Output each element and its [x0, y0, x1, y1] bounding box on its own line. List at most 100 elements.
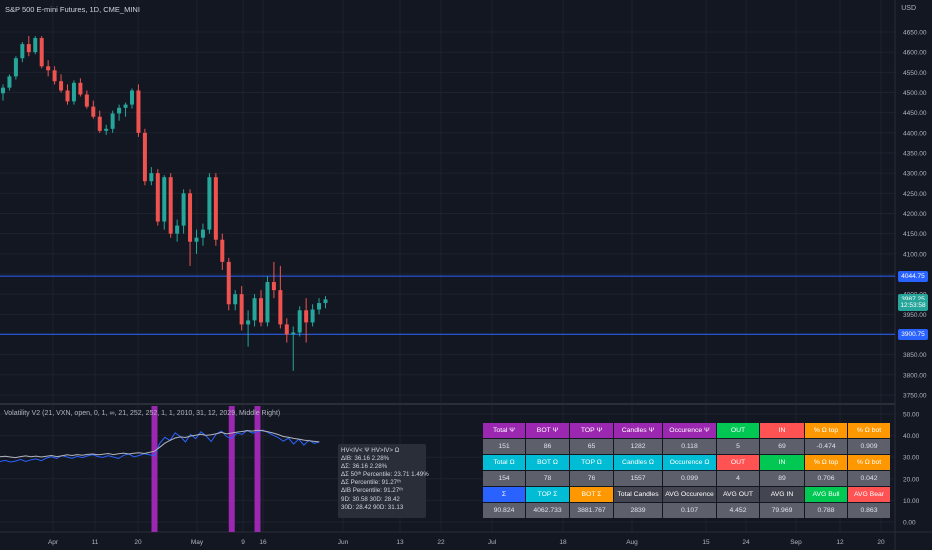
bull-candle: [71, 82, 76, 102]
bear-candle: [259, 298, 263, 323]
bear-candle: [52, 70, 57, 82]
time-tick-label: 22: [437, 539, 445, 546]
bear-candle: [91, 106, 96, 117]
stats-cell: % Ω top: [805, 455, 847, 470]
bear-candle: [213, 177, 218, 240]
bear-candle: [84, 94, 89, 107]
symbol-title[interactable]: S&P 500 E-mini Futures, 1D, CME_MINI: [5, 5, 140, 14]
stats-cell: % Ω top: [805, 423, 847, 438]
price-tick-label: 4600.00: [903, 50, 927, 57]
bull-candle: [233, 294, 238, 305]
stats-cell: 90.824: [483, 503, 525, 518]
price-tick-label: 3850.00: [903, 352, 927, 359]
bull-candle: [310, 309, 315, 323]
stats-row: 151 86 65 1282 0.118 5 69 -0.474 0.909: [483, 439, 890, 454]
bear-candle: [65, 90, 70, 102]
stats-cell: 2839: [614, 503, 662, 518]
stats-cell: Σ: [483, 487, 525, 502]
bear-candle: [188, 193, 193, 242]
stats-table: Total Ψ BOT Ψ TOP Ψ Candles Ψ Occurence Ψ OUT…: [482, 422, 891, 519]
price-axis-label: 3900.75: [898, 328, 928, 340]
bull-candle: [162, 177, 167, 222]
time-tick-label: 24: [742, 539, 750, 546]
stats-row: Total Ψ BOT Ψ TOP Ψ Candles Ψ Occurence Ψ OUT…: [483, 423, 890, 438]
price-tick-label: 4500.00: [903, 90, 927, 97]
stats-cell: IN: [760, 455, 804, 470]
stats-cell: % Ω bot: [848, 423, 890, 438]
tooltip-line: 30D: 28.42 90D: 31.13: [341, 503, 404, 511]
tooltip-line: ΔIB: 36.16 2.28%: [341, 455, 390, 463]
price-tick-label: 3800.00: [903, 372, 927, 379]
stats-cell: 0.706: [805, 471, 847, 486]
price-tick-label: 4350.00: [903, 151, 927, 158]
stats-cell: IN: [760, 423, 804, 438]
stats-cell: 65: [570, 439, 613, 454]
bear-candle: [278, 290, 283, 325]
bull-candle: [7, 76, 12, 88]
bear-candle: [168, 177, 173, 234]
indicator-tick-label: 0.00: [903, 520, 916, 527]
indicator-tick-label: 40.00: [903, 433, 920, 440]
bull-candle: [175, 225, 180, 234]
price-tick-label: 4200.00: [903, 211, 927, 218]
volatility-highlight-bars: [151, 406, 261, 532]
stats-cell: 4.452: [717, 503, 759, 518]
stats-cell: BOT Ψ: [526, 423, 569, 438]
stats-cell: OUT: [717, 455, 759, 470]
stats-cell: 86: [526, 439, 569, 454]
stats-cell: TOP Σ: [526, 487, 569, 502]
volatility-highlight-bar: [228, 406, 235, 532]
indicator-tick-label: 50.00: [903, 412, 920, 419]
stats-cell: Total Ω: [483, 455, 525, 470]
bear-candle: [26, 44, 31, 53]
time-tick-label: Aug: [626, 539, 638, 546]
currency-label: USD: [901, 5, 916, 12]
volatility-highlight-bar: [254, 406, 261, 532]
volatility-lines: [0, 429, 320, 463]
stats-cell: TOP Ω: [570, 455, 613, 470]
indicator-tick-label: 30.00: [903, 455, 920, 462]
bull-candle: [130, 90, 134, 105]
time-tick-label: 20: [134, 539, 142, 546]
bull-candle: [194, 237, 199, 242]
indicator-title[interactable]: Volatility V2 (21, VXN, open, 0, 1, ∞, 2…: [4, 410, 281, 417]
bear-candle: [155, 173, 160, 222]
indicator-axis-ticks: 50.00 40.00 30.00 20.00 10.00 0.00: [903, 412, 920, 527]
stats-cell: Candles Ψ: [614, 423, 662, 438]
bear-candle: [59, 81, 64, 91]
stats-cell: BOT Ω: [526, 455, 569, 470]
bear-candle: [142, 132, 147, 182]
bull-candle: [117, 107, 122, 114]
stats-cell: -0.474: [805, 439, 847, 454]
price-tick-label: 4250.00: [903, 191, 927, 198]
stats-row: Total Ω BOT Ω TOP Ω Candles Ω Occurence Ω OUT…: [483, 455, 890, 470]
stats-cell: BOT Σ: [570, 487, 613, 502]
price-tick-label: 3750.00: [903, 393, 927, 400]
stats-cell: 0.863: [848, 503, 890, 518]
price-tick-label: 4450.00: [903, 110, 927, 117]
stats-cell: 4062.733: [526, 503, 569, 518]
bull-candle: [123, 104, 128, 108]
stats-cell: % Ω bot: [848, 455, 890, 470]
stats-cell: 3881.767: [570, 503, 613, 518]
tooltip-line: 9D: 30.58 30D: 28.42: [341, 495, 400, 503]
stats-row: Σ TOP Σ BOT Σ Total Candles AVG Occurence AVG…: [483, 487, 890, 502]
stats-cell: 0.099: [663, 471, 716, 486]
price-axis-label: 3987.25: [898, 293, 928, 305]
stats-cell: 0.107: [663, 503, 716, 518]
stats-cell: 4: [717, 471, 759, 486]
stats-cell: 69: [760, 439, 804, 454]
price-tick-label: 4100.00: [903, 251, 927, 258]
time-tick-label: 9: [241, 539, 245, 546]
stats-cell: 0.118: [663, 439, 716, 454]
bear-candle: [284, 324, 289, 335]
tooltip-line: ΔΣ: 36.16 2.28%: [341, 463, 388, 471]
bear-candle: [78, 82, 83, 95]
stats-cell: AVG IN: [760, 487, 804, 502]
time-tick-label: Sep: [790, 539, 802, 546]
time-tick-label: 20: [877, 539, 885, 546]
volatility-highlight-bar: [151, 406, 158, 532]
stats-cell: 151: [483, 439, 525, 454]
price-tick-label: 4150.00: [903, 231, 927, 238]
time-tick-label: May: [191, 539, 204, 546]
